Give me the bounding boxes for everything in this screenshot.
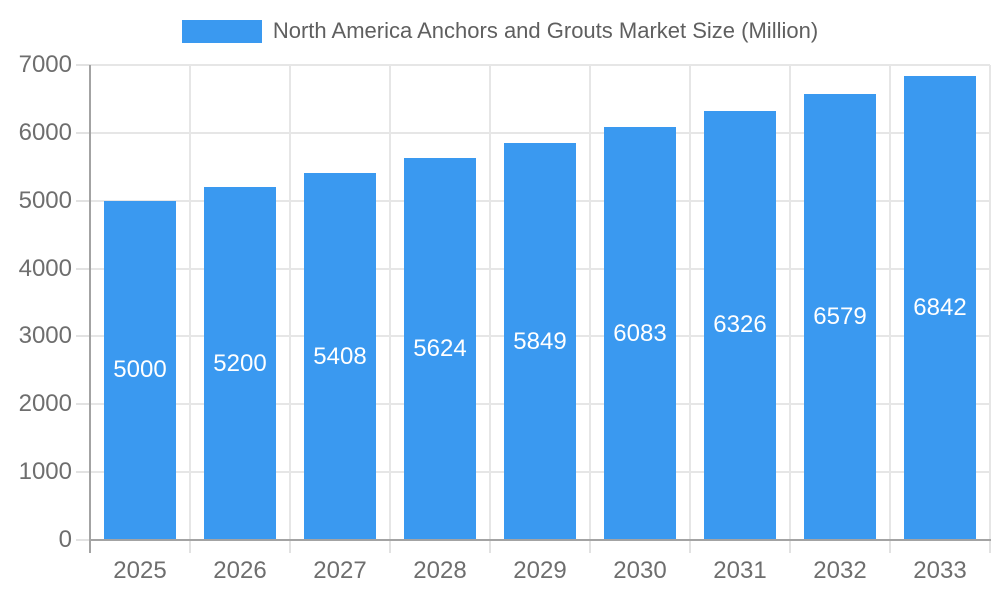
chart-legend[interactable]: North America Anchors and Grouts Market … xyxy=(0,18,1000,44)
y-tick-label: 3000 xyxy=(18,322,72,350)
bar-value-label: 5849 xyxy=(513,327,567,355)
h-gridline xyxy=(90,131,990,134)
bar-2026[interactable] xyxy=(204,187,276,540)
plot-area: 5000 5200 5408 5624 5849 6083 6326 6579 6842 xyxy=(76,64,991,553)
bar-2028[interactable] xyxy=(404,158,476,540)
x-tick-label: 2028 xyxy=(413,557,467,584)
x-axis-tick xyxy=(289,540,291,553)
y-axis-tick xyxy=(76,199,90,202)
bar-2029[interactable] xyxy=(504,143,576,540)
x-tick-label: 2033 xyxy=(913,557,967,584)
bar-value-label: 5624 xyxy=(413,335,467,363)
x-tick-label: 2030 xyxy=(613,557,667,584)
bar-2032[interactable] xyxy=(804,93,876,540)
x-axis-tick xyxy=(889,540,891,553)
bar-value-label: 6083 xyxy=(613,319,667,347)
x-axis-tick xyxy=(489,540,491,553)
y-axis-tick xyxy=(76,539,90,541)
x-axis-line xyxy=(89,539,991,541)
x-tick-label: 2029 xyxy=(513,557,567,584)
x-axis-tick xyxy=(589,540,591,553)
y-tick-label: 5000 xyxy=(18,186,72,214)
x-axis-tick xyxy=(189,540,191,553)
x-tick-label: 2032 xyxy=(813,557,867,584)
y-axis-labels: 0 1000 2000 3000 4000 5000 6000 7000 xyxy=(0,51,72,553)
v-gridline xyxy=(189,65,191,540)
y-tick-label: 4000 xyxy=(18,254,72,282)
bar-value-label: 5000 xyxy=(113,356,167,384)
bar-2025[interactable] xyxy=(104,200,176,540)
y-tick-label: 2000 xyxy=(18,390,72,418)
y-axis-tick xyxy=(76,131,90,134)
y-axis-tick xyxy=(76,335,90,338)
y-axis-tick xyxy=(76,267,90,270)
legend-swatch xyxy=(181,19,262,43)
v-gridline xyxy=(489,65,491,540)
x-axis-tick xyxy=(989,540,991,553)
x-axis-labels: 2025 2026 2027 2028 2029 2030 2031 2032 2033 xyxy=(90,556,990,588)
bar-2027[interactable] xyxy=(304,173,376,540)
y-axis-tick xyxy=(76,64,90,66)
x-tick-label: 2025 xyxy=(113,557,167,584)
bar-value-label: 6579 xyxy=(813,302,867,330)
h-gridline xyxy=(90,64,990,66)
bar-value-label: 6326 xyxy=(713,311,767,339)
v-gridline xyxy=(289,65,291,540)
x-tick-label: 2027 xyxy=(313,557,367,584)
bar-2033[interactable] xyxy=(904,75,976,540)
x-axis-tick xyxy=(389,540,391,553)
v-gridline xyxy=(989,65,991,540)
y-axis-line xyxy=(89,65,91,553)
v-gridline xyxy=(689,65,691,540)
v-gridline xyxy=(889,65,891,540)
y-axis-tick xyxy=(76,471,90,474)
x-axis-tick xyxy=(789,540,791,553)
y-axis-tick xyxy=(76,403,90,406)
bar-value-label: 5200 xyxy=(213,349,267,377)
x-tick-label: 2031 xyxy=(713,557,767,584)
v-gridline xyxy=(789,65,791,540)
x-tick-label: 2026 xyxy=(213,557,267,584)
bar-2031[interactable] xyxy=(704,110,776,540)
y-tick-label: 7000 xyxy=(18,51,72,78)
v-gridline xyxy=(389,65,391,540)
bar-value-label: 6842 xyxy=(913,293,967,321)
y-tick-label: 6000 xyxy=(18,118,72,146)
v-gridline xyxy=(589,65,591,540)
y-tick-label: 0 xyxy=(58,526,72,553)
bar-2030[interactable] xyxy=(604,127,676,540)
y-tick-label: 1000 xyxy=(18,458,72,486)
legend-label: North America Anchors and Grouts Market … xyxy=(272,18,819,43)
bar-value-label: 5408 xyxy=(313,342,367,370)
x-axis-tick xyxy=(689,540,691,553)
